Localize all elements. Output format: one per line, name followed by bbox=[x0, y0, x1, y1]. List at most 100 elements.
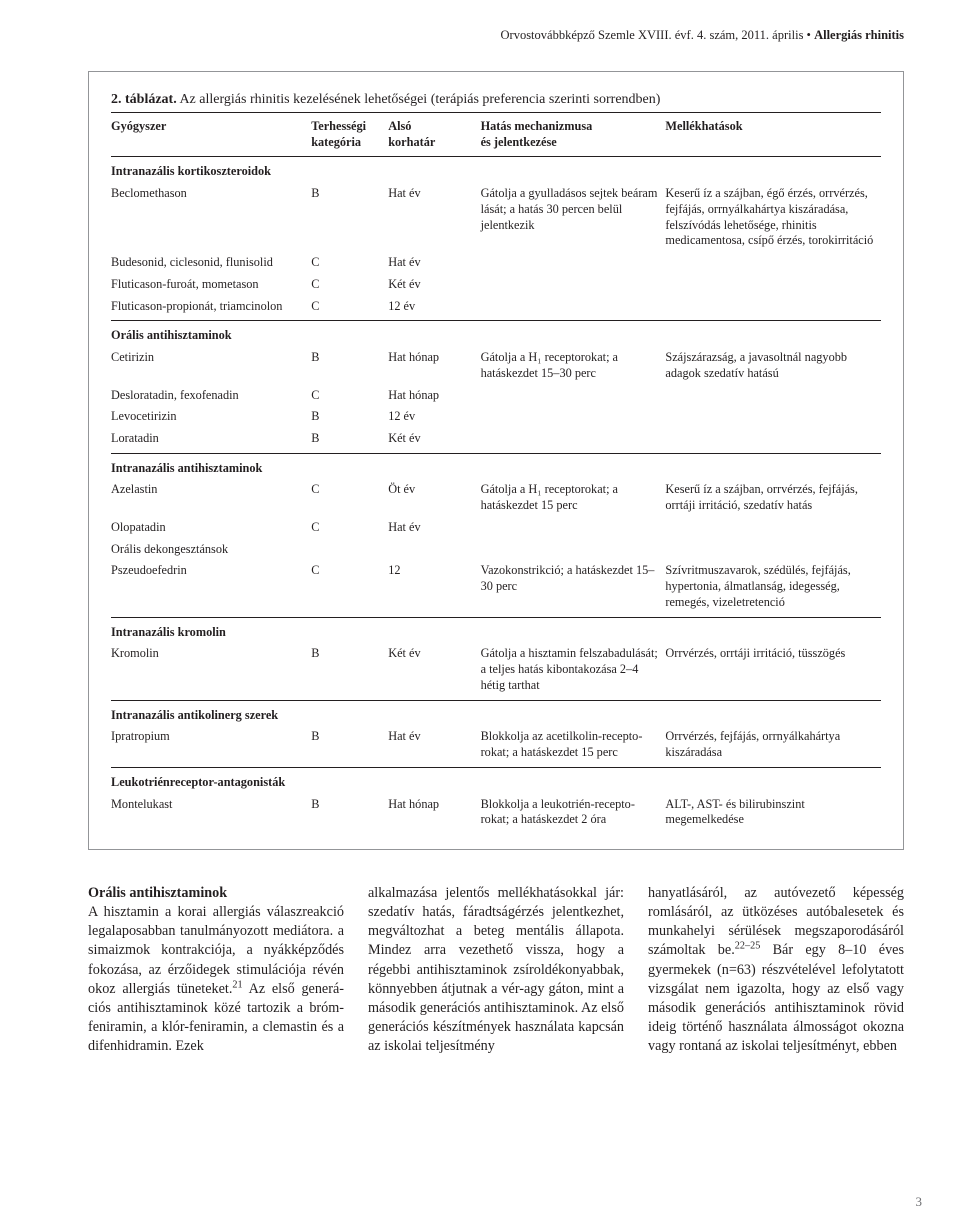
group-title: Intranazális kortikoszteroidok bbox=[111, 157, 881, 183]
cell-side: Szájszárazság, a javasoltnál nagyobb ada… bbox=[665, 347, 881, 384]
table-row: AzelastinCÖt évGátolja a H₁ receptorokat… bbox=[111, 479, 881, 516]
th-side: Mellékhatások bbox=[665, 113, 881, 157]
cell-cat: C bbox=[311, 252, 388, 274]
body-col-1: Orális antihisztaminok A hisztamin a kor… bbox=[88, 884, 344, 1057]
cell-drug: Desloratadin, fexofenadin bbox=[111, 385, 311, 407]
body-subhead: Orális antihisztaminok bbox=[88, 885, 227, 901]
cell-age: Hat hónap bbox=[388, 385, 480, 407]
cell-side bbox=[665, 517, 881, 539]
body-columns: Orális antihisztaminok A hisztamin a kor… bbox=[88, 884, 904, 1057]
cell-mech bbox=[481, 385, 666, 407]
th-drug: Gyógyszer bbox=[111, 113, 311, 157]
cell-drug: Orális dekongesztánsok bbox=[111, 539, 311, 561]
cell-age: Hat év bbox=[388, 183, 480, 252]
table-row: LoratadinBKét év bbox=[111, 428, 881, 453]
cell-cat bbox=[311, 539, 388, 561]
cell-cat: B bbox=[311, 347, 388, 384]
cell-drug: Loratadin bbox=[111, 428, 311, 453]
running-journal: Orvostovábbképző Szemle XVIII. évf. 4. s… bbox=[501, 28, 815, 42]
cell-age: Két év bbox=[388, 274, 480, 296]
table-caption: 2. táblázat. Az allergiás rhinitis kezel… bbox=[111, 92, 881, 108]
group-title: Leukotriénreceptor-antagonisták bbox=[111, 767, 881, 793]
page-number: 3 bbox=[916, 1194, 923, 1210]
cell-cat: C bbox=[311, 560, 388, 617]
cell-age: Hat hónap bbox=[388, 794, 480, 831]
group-title: Orális antihisztaminok bbox=[111, 321, 881, 347]
cell-mech: Vazokonstrikció; a hatáskezdet 15–30 per… bbox=[481, 560, 666, 617]
body-col-3: hanyatlásáról, az autóvezető képesség ro… bbox=[648, 884, 904, 1057]
cell-drug: Beclomethason bbox=[111, 183, 311, 252]
th-mech: Hatás mechanizmusaés jelentkezése bbox=[481, 113, 666, 157]
cell-side: Orrvérzés, fejfájás, orrnyálkahártya kis… bbox=[665, 726, 881, 767]
cell-side bbox=[665, 539, 881, 561]
cell-mech bbox=[481, 296, 666, 321]
cell-age: Hat év bbox=[388, 252, 480, 274]
cell-drug: Kromolin bbox=[111, 643, 311, 700]
table-row: Budesonid, ciclesonid, flunisolidCHat év bbox=[111, 252, 881, 274]
th-age: Alsókorhatár bbox=[388, 113, 480, 157]
cell-cat: B bbox=[311, 406, 388, 428]
cell-side: Szívritmuszavarok, szédülés, fejfájás, h… bbox=[665, 560, 881, 617]
cell-mech: Blokkolja az acetilkolin-recepto­rokat; … bbox=[481, 726, 666, 767]
table-row: MontelukastBHat hónapBlokkolja a leukotr… bbox=[111, 794, 881, 831]
cell-cat: B bbox=[311, 726, 388, 767]
cell-side bbox=[665, 406, 881, 428]
cell-side bbox=[665, 252, 881, 274]
treatment-table: Gyógyszer Terhességikategória Alsókorhat… bbox=[111, 112, 881, 831]
cell-cat: B bbox=[311, 794, 388, 831]
table-row: IpratropiumBHat évBlokkolja az acetilkol… bbox=[111, 726, 881, 767]
cell-mech: Gátolja a gyulladásos sejtek beáram lásá… bbox=[481, 183, 666, 252]
table-row: Orális dekongesztánsok bbox=[111, 539, 881, 561]
table-row: Desloratadin, fexofenadinCHat hónap bbox=[111, 385, 881, 407]
table-2-box: 2. táblázat. Az allergiás rhinitis kezel… bbox=[88, 71, 904, 850]
table-caption-label: 2. táblázat. bbox=[111, 92, 177, 107]
cell-mech bbox=[481, 274, 666, 296]
body-col-2: alkalmazása jelentős mellékhatásokkal já… bbox=[368, 884, 624, 1057]
table-row: Fluticason-propionát, triamcinolonC12 év bbox=[111, 296, 881, 321]
cell-mech bbox=[481, 428, 666, 453]
cell-age: Hat év bbox=[388, 517, 480, 539]
cell-age: Hat hónap bbox=[388, 347, 480, 384]
cell-drug: Pszeudoefedrin bbox=[111, 560, 311, 617]
cell-drug: Cetirizin bbox=[111, 347, 311, 384]
cell-drug: Fluticason-furoát, mometason bbox=[111, 274, 311, 296]
cell-mech bbox=[481, 252, 666, 274]
table-row: PszeudoefedrinC12Vazokonstrikció; a hatá… bbox=[111, 560, 881, 617]
cell-drug: Ipratropium bbox=[111, 726, 311, 767]
ref-22-25: 22–25 bbox=[735, 941, 761, 952]
running-head: Orvostovábbképző Szemle XVIII. évf. 4. s… bbox=[88, 28, 904, 43]
cell-cat: C bbox=[311, 517, 388, 539]
table-row: Fluticason-furoát, mometasonCKét év bbox=[111, 274, 881, 296]
cell-age bbox=[388, 539, 480, 561]
cell-cat: B bbox=[311, 643, 388, 700]
table-row: CetirizinBHat hónapGátolja a H₁ receptor… bbox=[111, 347, 881, 384]
cell-age: 12 bbox=[388, 560, 480, 617]
cell-side bbox=[665, 385, 881, 407]
table-row: KromolinBKét évGátolja a hisztamin felsz… bbox=[111, 643, 881, 700]
group-title: Intranazális antihisztaminok bbox=[111, 453, 881, 479]
cell-side: Keserű íz a szájban, orrvérzés, fejfájás… bbox=[665, 479, 881, 516]
ref-21: 21 bbox=[232, 979, 242, 990]
cell-mech bbox=[481, 517, 666, 539]
table-row: BeclomethasonBHat évGátolja a gyulladáso… bbox=[111, 183, 881, 252]
body-col2-text: alkalmazása jelentős mellékhatásokkal já… bbox=[368, 884, 624, 1057]
group-title: Intranazális antikolinerg szerek bbox=[111, 700, 881, 726]
cell-mech: Gátolja a H₁ receptorokat; a hatáskezdet… bbox=[481, 347, 666, 384]
cell-side bbox=[665, 296, 881, 321]
cell-side: Keserű íz a szájban, égő érzés, orrvérzé… bbox=[665, 183, 881, 252]
cell-mech: Gátolja a H₁ receptorokat; a hatáskezdet… bbox=[481, 479, 666, 516]
th-cat: Terhességikategória bbox=[311, 113, 388, 157]
running-section: Allergiás rhinitis bbox=[814, 28, 904, 42]
cell-drug: Levocetirizin bbox=[111, 406, 311, 428]
cell-drug: Montelukast bbox=[111, 794, 311, 831]
table-caption-text: Az allergiás rhinitis kezelésének lehető… bbox=[177, 92, 661, 107]
cell-mech bbox=[481, 539, 666, 561]
cell-side: Orrvérzés, orrtáji irritáció, tüsszögés bbox=[665, 643, 881, 700]
cell-cat: B bbox=[311, 183, 388, 252]
cell-cat: B bbox=[311, 428, 388, 453]
cell-side bbox=[665, 274, 881, 296]
table-row: OlopatadinCHat év bbox=[111, 517, 881, 539]
cell-age: Két év bbox=[388, 428, 480, 453]
cell-age: 12 év bbox=[388, 406, 480, 428]
body-col3-b: Bár egy 8–10 éves gyermekek (n=63) részv… bbox=[648, 942, 904, 1054]
